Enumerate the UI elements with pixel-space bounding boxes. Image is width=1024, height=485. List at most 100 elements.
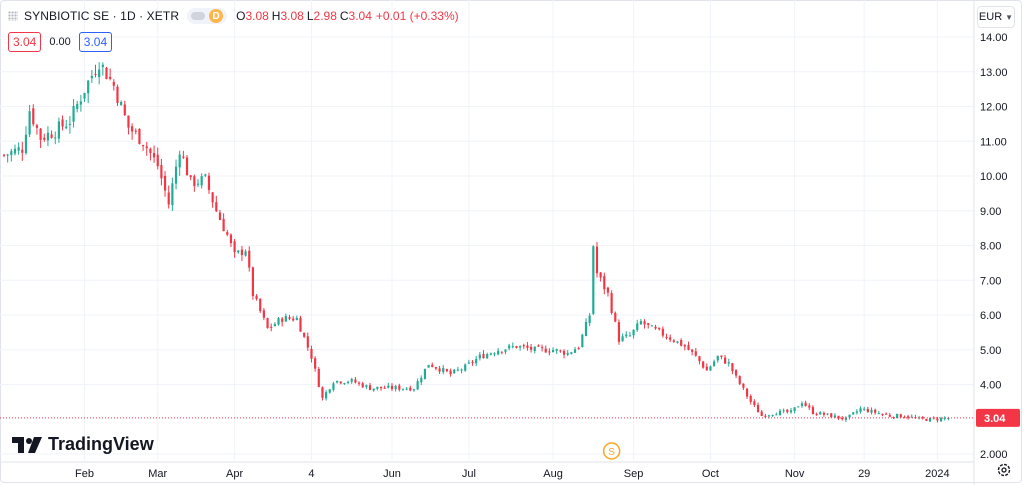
candle-body[interactable]	[723, 357, 727, 364]
candle-body[interactable]	[141, 145, 145, 147]
candle-body[interactable]	[116, 86, 119, 104]
candle-body[interactable]	[240, 249, 244, 256]
candle-body[interactable]	[17, 147, 20, 151]
candle-body[interactable]	[464, 364, 467, 371]
candle-body[interactable]	[200, 176, 203, 186]
candle-body[interactable]	[138, 128, 141, 144]
candle-body[interactable]	[120, 101, 123, 106]
candle-body[interactable]	[943, 417, 946, 419]
candle-body[interactable]	[907, 416, 910, 418]
gear-icon[interactable]	[996, 462, 1012, 478]
candle-body[interactable]	[859, 408, 862, 412]
candle-body[interactable]	[548, 351, 551, 353]
candle-body[interactable]	[734, 370, 738, 376]
candle-body[interactable]	[537, 345, 540, 347]
candle-body[interactable]	[581, 334, 584, 348]
candle-body[interactable]	[372, 388, 375, 391]
candle-body[interactable]	[365, 385, 368, 387]
candle-body[interactable]	[123, 104, 126, 116]
candle-body[interactable]	[346, 382, 350, 384]
candle-body[interactable]	[702, 361, 705, 368]
candle-body[interactable]	[486, 354, 489, 359]
candle-body[interactable]	[24, 134, 28, 154]
candle-body[interactable]	[896, 413, 899, 419]
candle-body[interactable]	[749, 395, 752, 402]
candle-body[interactable]	[475, 358, 478, 364]
candle-body[interactable]	[500, 351, 503, 353]
candle-body[interactable]	[713, 361, 716, 367]
candle-body[interactable]	[511, 346, 514, 348]
candle-body[interactable]	[874, 409, 877, 413]
candle-body[interactable]	[273, 324, 276, 327]
candle-body[interactable]	[508, 345, 511, 349]
candle-body[interactable]	[808, 405, 811, 408]
candle-body[interactable]	[892, 416, 895, 418]
candle-body[interactable]	[409, 387, 412, 391]
candle-body[interactable]	[614, 312, 617, 322]
candle-body[interactable]	[636, 323, 639, 331]
candle-body[interactable]	[650, 325, 653, 327]
candle-body[interactable]	[420, 377, 423, 383]
candle-body[interactable]	[54, 137, 57, 139]
candle-body[interactable]	[354, 379, 357, 383]
candle-body[interactable]	[639, 321, 643, 325]
candle-body[interactable]	[314, 358, 317, 369]
candle-body[interactable]	[379, 386, 383, 389]
candle-body[interactable]	[46, 132, 50, 141]
candle-body[interactable]	[39, 128, 42, 140]
candle-body[interactable]	[28, 111, 31, 135]
candle-body[interactable]	[229, 234, 233, 244]
candle-body[interactable]	[226, 232, 229, 235]
candle-body[interactable]	[145, 146, 148, 149]
candle-body[interactable]	[222, 218, 225, 232]
buy-price-box[interactable]: 3.04	[78, 32, 113, 52]
candle-body[interactable]	[207, 175, 211, 191]
candle-body[interactable]	[676, 341, 679, 343]
candle-body[interactable]	[544, 348, 547, 353]
candle-body[interactable]	[606, 287, 610, 293]
candle-body[interactable]	[266, 318, 269, 329]
candle-body[interactable]	[767, 415, 771, 417]
candle-body[interactable]	[775, 414, 778, 416]
candle-body[interactable]	[753, 401, 756, 405]
candle-body[interactable]	[595, 246, 599, 274]
candle-body[interactable]	[917, 417, 921, 419]
candle-body[interactable]	[288, 317, 291, 319]
candle-body[interactable]	[174, 166, 178, 184]
candle-body[interactable]	[742, 383, 745, 388]
candle-body[interactable]	[94, 73, 97, 75]
candle-body[interactable]	[515, 346, 518, 348]
candle-body[interactable]	[317, 368, 320, 388]
candle-body[interactable]	[182, 156, 185, 158]
candle-body[interactable]	[204, 174, 207, 176]
candle-body[interactable]	[482, 353, 485, 359]
candle-body[interactable]	[76, 103, 79, 109]
candle-body[interactable]	[731, 363, 734, 372]
candle-body[interactable]	[877, 413, 880, 415]
candle-body[interactable]	[691, 349, 694, 352]
candle-body[interactable]	[628, 335, 632, 337]
candle-body[interactable]	[661, 328, 664, 336]
candle-body[interactable]	[654, 326, 657, 329]
candle-body[interactable]	[716, 355, 719, 361]
candle-body[interactable]	[489, 353, 492, 355]
candle-body[interactable]	[720, 355, 723, 357]
candle-body[interactable]	[368, 385, 372, 390]
candle-body[interactable]	[295, 317, 298, 320]
candle-body[interactable]	[680, 340, 683, 346]
candle-body[interactable]	[211, 192, 214, 203]
candle-body[interactable]	[306, 336, 309, 348]
candle-body[interactable]	[398, 385, 401, 390]
candle-body[interactable]	[921, 417, 924, 419]
candle-body[interactable]	[438, 368, 441, 372]
candle-body[interactable]	[357, 382, 361, 384]
candle-body[interactable]	[778, 410, 782, 416]
candle-body[interactable]	[361, 383, 364, 388]
candle-body[interactable]	[519, 346, 522, 348]
candle-body[interactable]	[259, 298, 262, 312]
candle-body[interactable]	[786, 409, 789, 413]
candle-body[interactable]	[566, 352, 569, 355]
candle-body[interactable]	[442, 368, 445, 373]
candle-body[interactable]	[32, 108, 35, 125]
